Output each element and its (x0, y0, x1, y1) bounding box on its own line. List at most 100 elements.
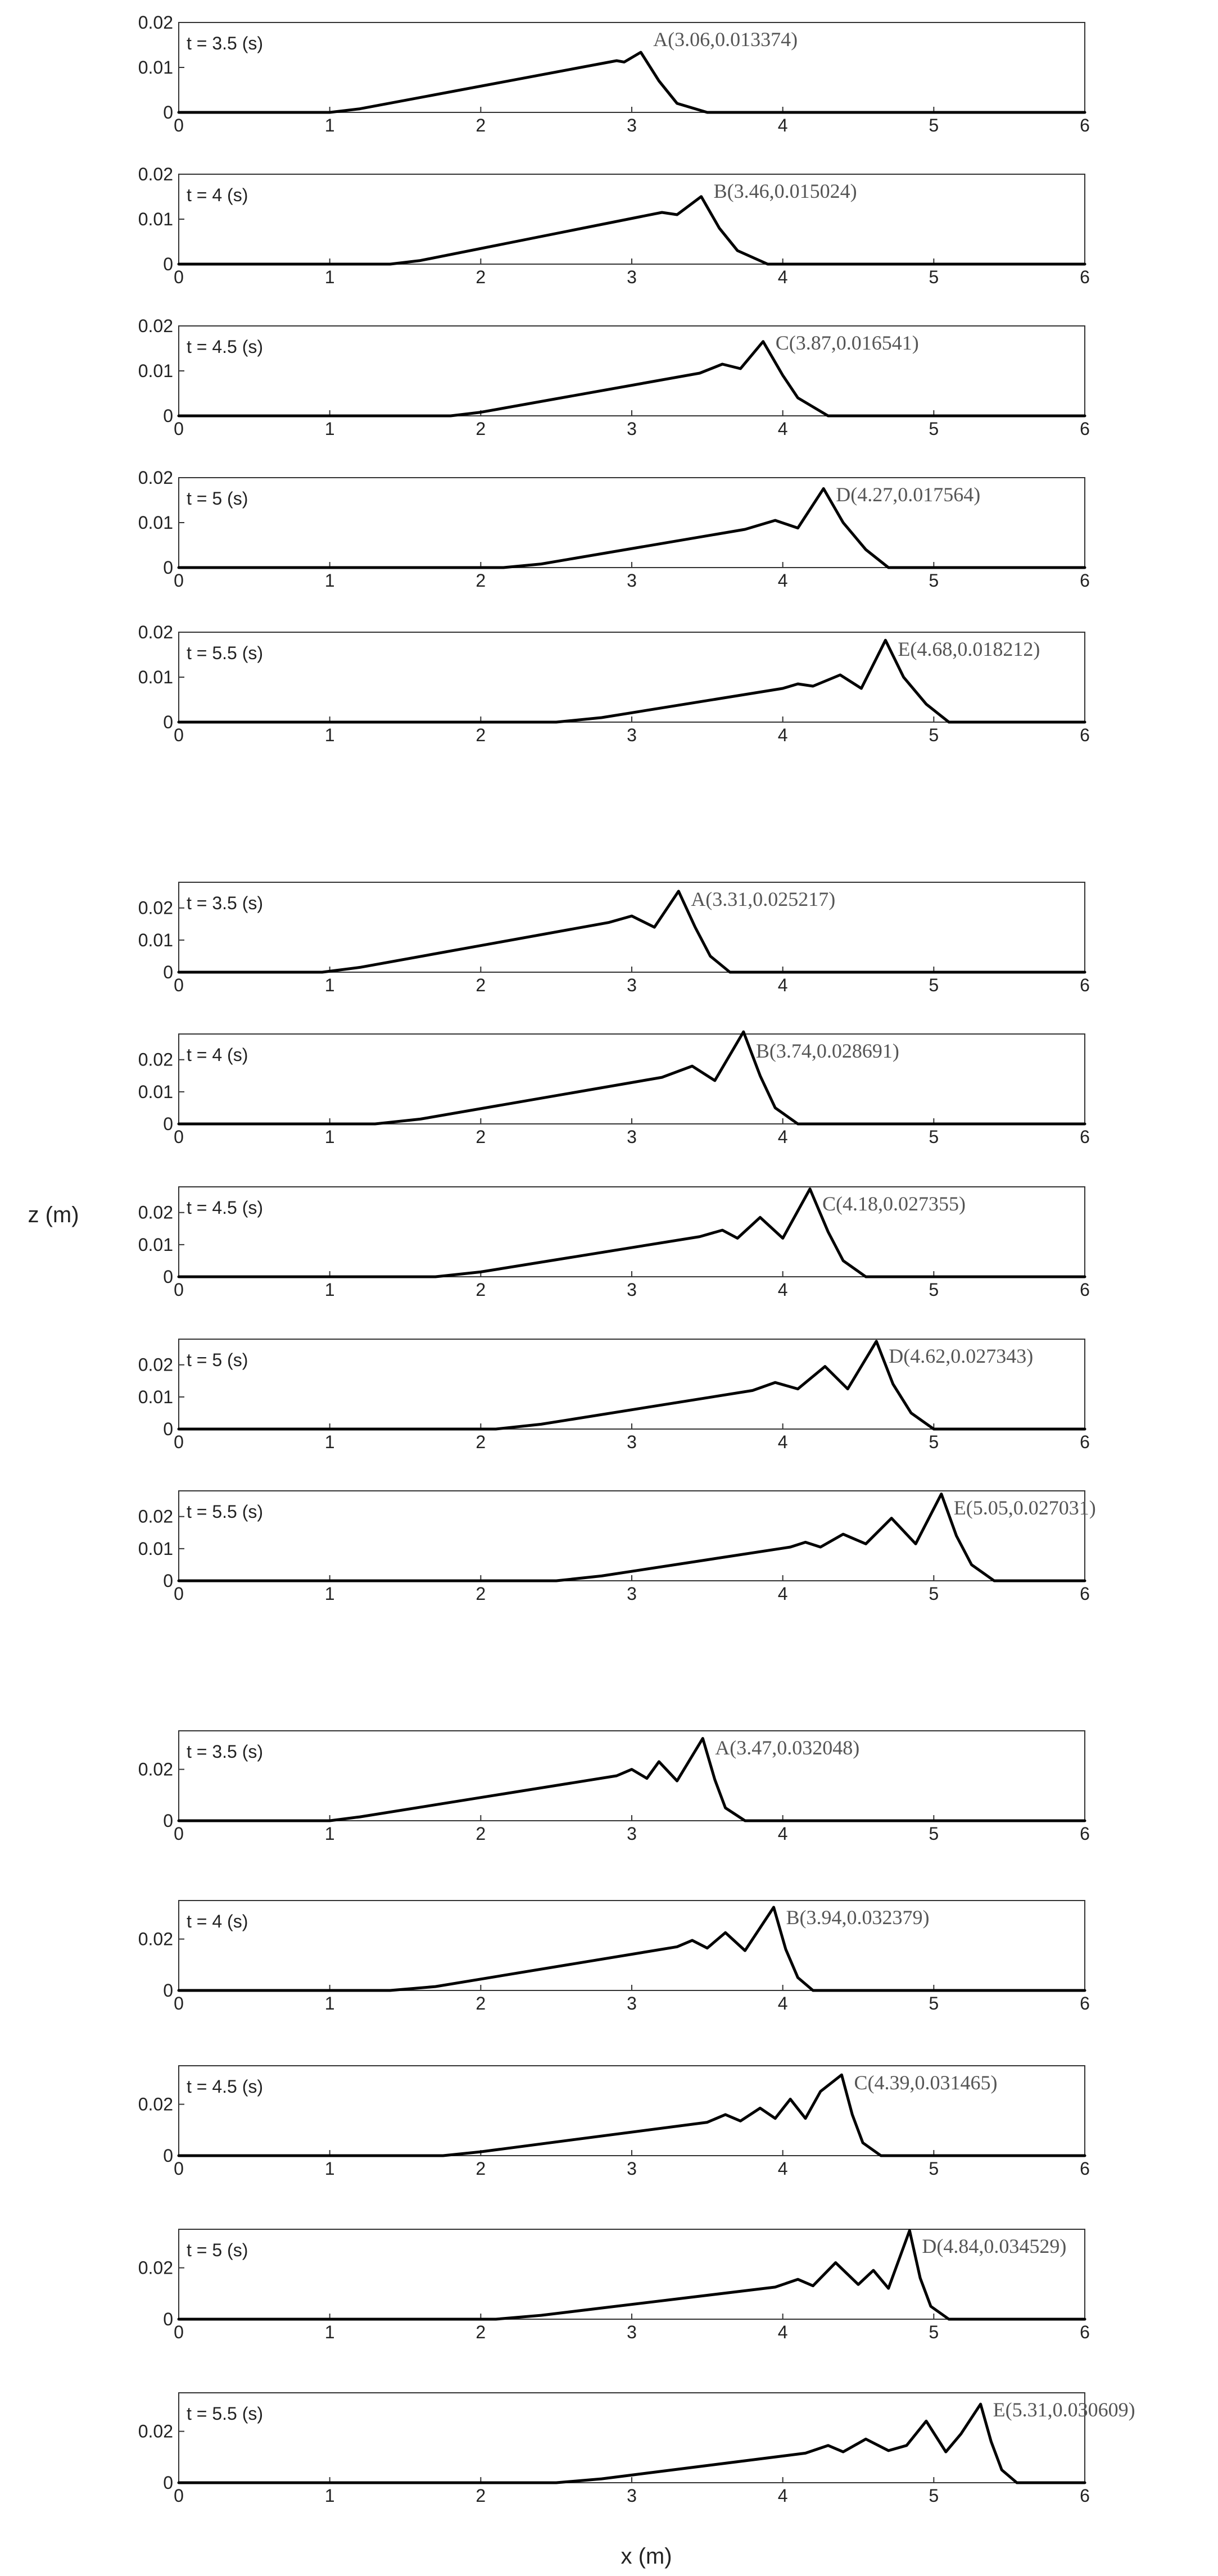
x-tick-label: 4 (778, 1280, 788, 1300)
wave-profile-line (177, 1493, 1086, 1582)
peak-annotation: D(4.62,0.027343) (889, 1345, 1033, 1367)
x-tick-label: 6 (1080, 267, 1090, 287)
x-tick-label: 5 (929, 419, 939, 439)
x-tick-label: 3 (627, 725, 637, 745)
x-tick-label: 1 (325, 975, 335, 995)
x-tick-label: 3 (627, 1993, 637, 2013)
x-tick-label: 4 (778, 1824, 788, 1844)
y-tick-label: 0 (163, 2309, 173, 2329)
panel-10: 0 1 2 3 4 5 6 0 0.01 0.02 t = 5.5 (s) E(5.05,0.0270… (138, 1490, 1096, 1604)
x-tick-label: 2 (476, 1280, 486, 1300)
wave-profile-line (177, 2073, 1086, 2157)
y-tick-label: 0.01 (138, 361, 173, 381)
x-tick-label: 2 (476, 2158, 486, 2179)
x-tick-label: 1 (325, 1127, 335, 1147)
x-tick-label: 6 (1080, 1127, 1090, 1147)
x-tick-label: 5 (929, 1432, 939, 1452)
x-tick-label: 6 (1080, 1993, 1090, 2013)
panels-layer: 0 1 2 3 4 5 6 0 0.01 0.02 t = 3.5 (s) A(3.06,0.0133… (138, 12, 1135, 2506)
x-tick-label: 6 (1080, 2322, 1090, 2342)
x-tick-label: 3 (627, 975, 637, 995)
x-tick-label: 4 (778, 1993, 788, 2013)
x-tick-label: 4 (778, 1584, 788, 1604)
panel-time-label: t = 3.5 (s) (187, 1741, 263, 1762)
y-tick-label: 0.01 (138, 1235, 173, 1255)
x-tick-label: 2 (476, 419, 486, 439)
y-tick-label: 0.01 (138, 513, 173, 533)
x-tick-label: 0 (174, 1280, 184, 1300)
x-tick-label: 0 (174, 725, 184, 745)
x-tick-label: 3 (627, 419, 637, 439)
y-tick-label: 0.02 (138, 1759, 173, 1780)
y-tick-label: 0.02 (138, 1929, 173, 1949)
x-tick-label: 1 (325, 1993, 335, 2013)
x-tick-label: 6 (1080, 419, 1090, 439)
y-tick-label: 0 (163, 1419, 173, 1439)
y-tick-label: 0 (163, 712, 173, 732)
peak-annotation: B(3.94,0.032379) (786, 1906, 930, 1929)
panel-7: 0 1 2 3 4 5 6 0 0.01 0.02 t = 4 (s) B(3.74,0.028691… (138, 1030, 1090, 1147)
x-tick-label: 2 (476, 570, 486, 591)
x-tick-label: 2 (476, 1824, 486, 1844)
peak-annotation: A(3.31,0.025217) (691, 888, 835, 910)
x-tick-label: 5 (929, 1280, 939, 1300)
panel-11: 0 1 2 3 4 5 6 0 0.02 t = 3.5 (s) A(3.47,0.032048) (138, 1730, 1090, 1844)
panel-time-label: t = 4.5 (s) (187, 337, 263, 357)
y-tick-label: 0.02 (138, 1050, 173, 1070)
x-tick-label: 0 (174, 975, 184, 995)
x-tick-label: 5 (929, 2158, 939, 2179)
x-tick-label: 5 (929, 725, 939, 745)
wave-profile-line (177, 1737, 1086, 1822)
plot-frame (178, 477, 1085, 568)
peak-annotation: C(3.87,0.016541) (776, 332, 919, 354)
x-tick-label: 3 (627, 1824, 637, 1844)
wave-profile-line (177, 1906, 1086, 1992)
x-tick-label: 1 (325, 2158, 335, 2179)
peak-annotation: C(4.18,0.027355) (822, 1192, 966, 1215)
x-tick-label: 4 (778, 267, 788, 287)
y-tick-label: 0.02 (138, 622, 173, 642)
x-tick-label: 2 (476, 1432, 486, 1452)
wave-profile-line (177, 1340, 1086, 1431)
x-tick-label: 1 (325, 570, 335, 591)
plot-frame (178, 1730, 1085, 1821)
x-tick-label: 6 (1080, 115, 1090, 135)
peak-annotation: D(4.27,0.017564) (836, 483, 980, 506)
wave-profile-line (177, 2402, 1086, 2484)
x-tick-label: 5 (929, 570, 939, 591)
x-tick-label: 1 (325, 1432, 335, 1452)
y-tick-label: 0 (163, 1980, 173, 2001)
x-tick-label: 1 (325, 1824, 335, 1844)
panel-15: 0 1 2 3 4 5 6 0 0.02 t = 5.5 (s) E(5.31,0.030609) (138, 2392, 1135, 2506)
wave-profile-line (177, 1030, 1086, 1126)
y-tick-label: 0 (163, 406, 173, 426)
x-tick-label: 6 (1080, 570, 1090, 591)
peak-annotation: B(3.46,0.015024) (714, 180, 857, 202)
y-tick-label: 0.02 (138, 12, 173, 33)
wave-profile-line (177, 890, 1086, 974)
x-tick-label: 5 (929, 2486, 939, 2506)
panel-time-label: t = 3.5 (s) (187, 33, 263, 53)
y-tick-label: 0 (163, 557, 173, 578)
y-tick-label: 0 (163, 1811, 173, 1831)
x-tick-label: 1 (325, 115, 335, 135)
panel-time-label: t = 4 (s) (187, 185, 248, 205)
y-tick-label: 0.02 (138, 316, 173, 336)
plot-frame (178, 1900, 1085, 1991)
x-tick-label: 2 (476, 975, 486, 995)
wave-profile-line (177, 51, 1086, 114)
x-tick-label: 3 (627, 115, 637, 135)
x-tick-label: 2 (476, 1127, 486, 1147)
panel-time-label: t = 4 (s) (187, 1911, 248, 1931)
x-tick-label: 6 (1080, 1584, 1090, 1604)
y-tick-label: 0.01 (138, 209, 173, 229)
plot-frame (178, 1033, 1085, 1124)
peak-annotation: E(5.05,0.027031) (954, 1496, 1096, 1519)
panel-5: 0 1 2 3 4 5 6 0 0.01 0.02 t = 5.5 (s) E(4.68,0.0182… (138, 622, 1090, 745)
x-tick-label: 4 (778, 115, 788, 135)
wave-profile-line (177, 487, 1086, 569)
x-tick-label: 2 (476, 115, 486, 135)
x-tick-label: 3 (627, 1280, 637, 1300)
x-tick-label: 0 (174, 1824, 184, 1844)
panel-time-label: t = 5.5 (s) (187, 2403, 263, 2424)
